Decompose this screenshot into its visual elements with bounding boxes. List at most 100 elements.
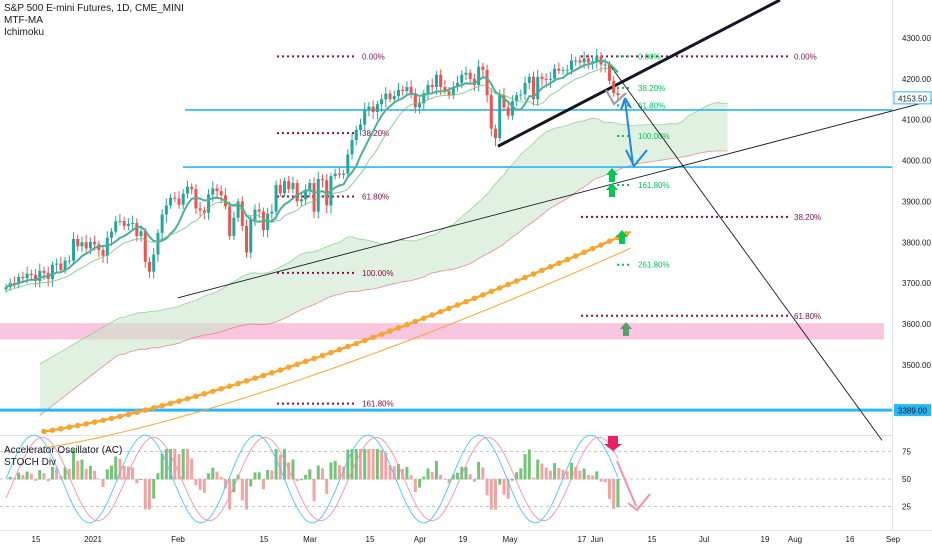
time-tick: Feb <box>171 535 185 544</box>
candle-body <box>42 270 46 273</box>
candle-body <box>253 209 257 220</box>
fib-projection-label: 38.20% <box>638 84 665 93</box>
candle-body <box>388 93 392 100</box>
price-tick: 4000.00 <box>902 157 931 166</box>
ac-bar <box>540 463 544 480</box>
candle-body <box>515 95 519 102</box>
price-tick: 4200.00 <box>902 75 931 84</box>
ac-bar <box>316 465 320 480</box>
ac-bar <box>80 459 84 480</box>
candle-body <box>181 193 185 205</box>
ac-bar <box>510 479 514 481</box>
ac-bar <box>595 471 599 480</box>
ac-bar <box>164 449 168 480</box>
candle-body <box>363 109 367 125</box>
candle-body <box>472 78 476 85</box>
ichimoku-legend[interactable]: Ichimoku <box>4 27 45 38</box>
candle-body <box>198 208 202 211</box>
ac-bar <box>283 449 287 480</box>
ac-bar <box>337 465 341 480</box>
candle-body <box>84 242 88 249</box>
candle-body <box>207 194 211 213</box>
candle-body <box>63 260 67 271</box>
candle-body <box>291 183 295 190</box>
candle-body <box>536 76 540 100</box>
ac-bar <box>346 449 350 480</box>
candle-body <box>443 87 447 92</box>
candle-body <box>375 104 379 112</box>
ac-bar <box>274 449 278 480</box>
candle-body <box>586 58 590 63</box>
candle-body <box>418 103 422 108</box>
candle-body <box>506 107 510 116</box>
ac-bar <box>569 462 573 480</box>
candle-body <box>612 80 616 94</box>
price-tick: 3800.00 <box>902 238 931 247</box>
time-tick: Mar <box>303 535 317 544</box>
candle-body <box>169 197 173 206</box>
mtf-ma-legend[interactable]: MTF-MA <box>4 15 43 26</box>
ac-bar <box>422 476 426 480</box>
candle-body <box>80 242 84 247</box>
candle-body <box>266 213 270 230</box>
ac-bar <box>304 474 308 480</box>
candle-body <box>50 264 54 280</box>
candle-body <box>287 180 291 190</box>
ac-bar <box>131 467 135 480</box>
ac-bar <box>607 479 611 499</box>
candle-body <box>38 270 42 282</box>
ac-bar <box>97 478 101 480</box>
time-tick: 16 <box>846 535 855 544</box>
time-tick: Jun <box>591 535 604 544</box>
candle-body <box>574 60 578 62</box>
candle-body <box>135 223 139 237</box>
time-tick: 15 <box>366 535 375 544</box>
ac-bar <box>160 453 164 480</box>
candle-body <box>17 276 21 284</box>
stoch-legend[interactable]: STOCH Div <box>4 457 57 468</box>
candle-body <box>122 221 126 226</box>
ac-bar <box>468 474 472 480</box>
candle-body <box>308 183 312 192</box>
candle-body <box>147 261 151 272</box>
candle-body <box>93 241 97 245</box>
candle-body <box>88 241 92 249</box>
candle-body <box>25 273 29 279</box>
green-arrow-up <box>620 322 632 336</box>
candle-body <box>616 93 620 96</box>
candle-body <box>295 183 299 202</box>
ac-bar <box>481 467 485 480</box>
ac-bar <box>152 479 156 499</box>
ac-legend[interactable]: Accelerator Oscillator (AC) <box>4 445 123 456</box>
price-label: 4153.50 <box>898 94 927 103</box>
candle-body <box>143 231 147 262</box>
time-tick: Jul <box>699 535 709 544</box>
candle-body <box>544 78 548 80</box>
time-tick: 19 <box>761 535 770 544</box>
ac-bar <box>350 449 354 480</box>
green-arrow-up <box>606 168 618 182</box>
candle-body <box>494 128 498 139</box>
stoch-k-line <box>5 434 619 524</box>
ac-bar <box>578 470 582 480</box>
ac-bar <box>447 479 451 484</box>
sma-step-line <box>43 247 631 449</box>
ac-bar <box>46 479 50 482</box>
price-tick: 3600.00 <box>902 320 931 329</box>
ac-bar <box>506 479 510 499</box>
ac-bar <box>245 479 249 510</box>
green-arrow-up-shape <box>616 230 628 244</box>
green-arrow-up <box>616 230 628 244</box>
ac-bar <box>181 449 185 480</box>
time-tick: 15 <box>32 535 41 544</box>
ac-bar <box>21 474 25 480</box>
candle-body <box>367 106 371 110</box>
candle-body <box>502 95 506 108</box>
candle-body <box>489 95 493 129</box>
ac-bar <box>363 449 367 480</box>
time-tick: 19 <box>459 535 468 544</box>
ac-bar <box>430 472 434 480</box>
candle-body <box>350 140 354 155</box>
